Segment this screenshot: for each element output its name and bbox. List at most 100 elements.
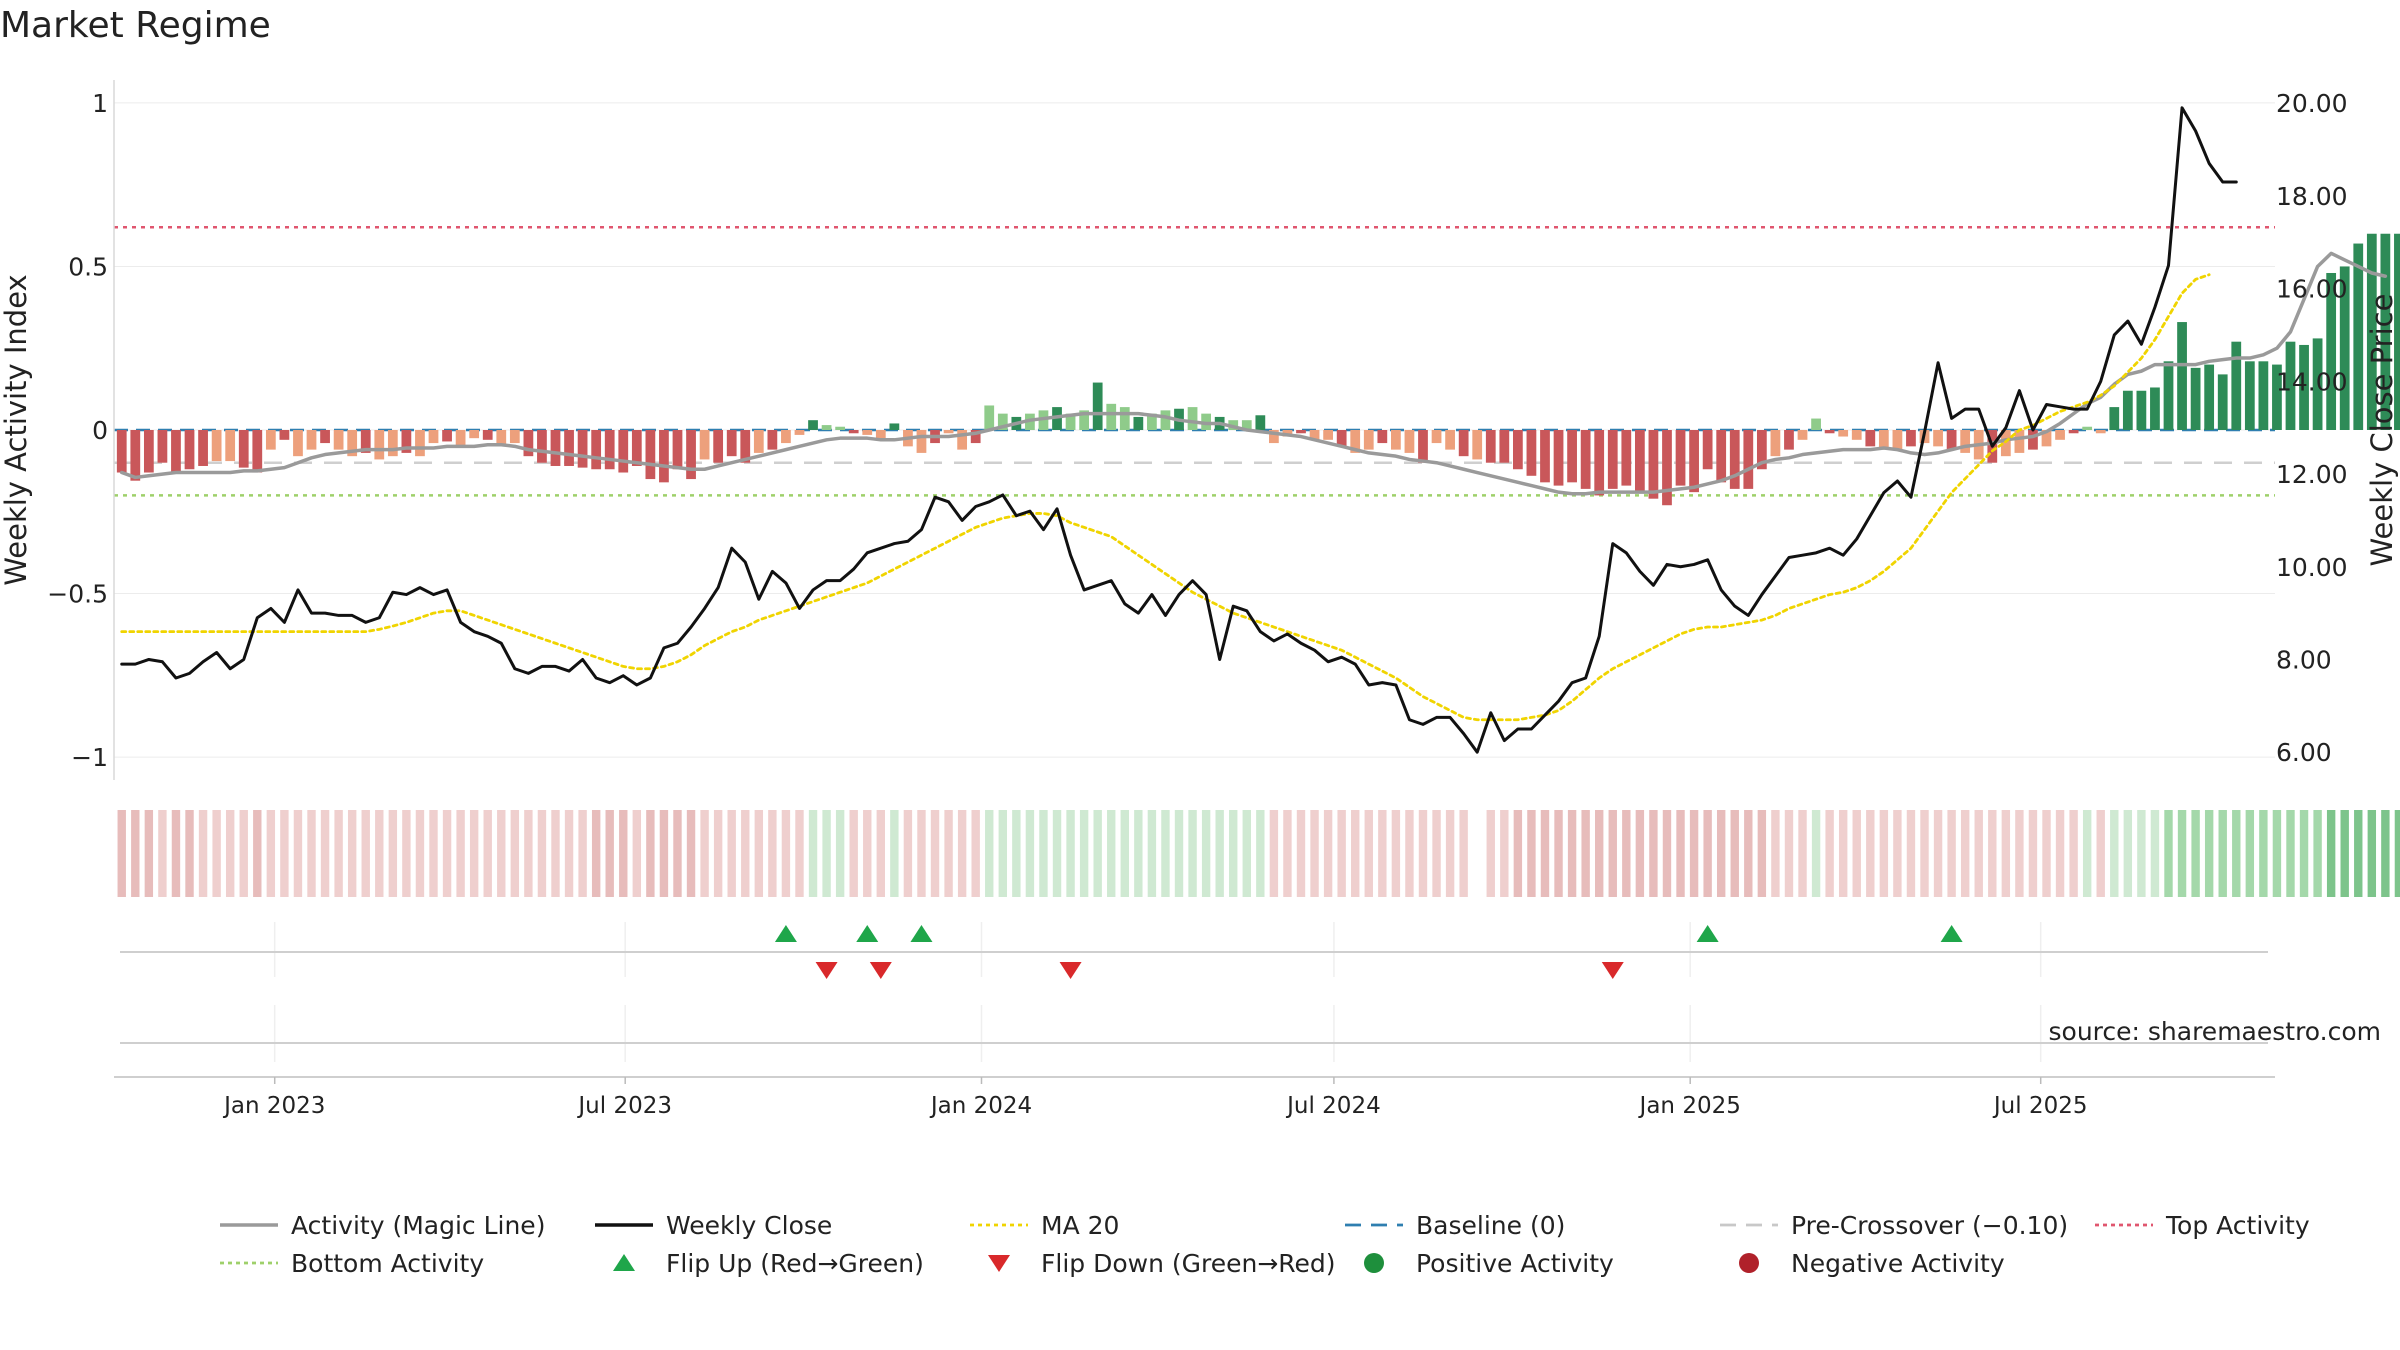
legend-item: Flip Up (Red→Green) xyxy=(613,1249,924,1278)
regime-cell xyxy=(1866,810,1875,897)
activity-bar xyxy=(1607,430,1618,489)
activity-bar xyxy=(2014,430,2025,453)
activity-bar xyxy=(631,430,642,466)
activity-bar xyxy=(1540,430,1550,483)
regime-cell xyxy=(1716,810,1726,897)
regime-cell xyxy=(2110,810,2119,897)
activity-bar xyxy=(1675,430,1686,486)
activity-bar xyxy=(171,430,181,473)
regime-cell xyxy=(1161,810,1170,897)
regime-cell xyxy=(1960,810,1970,897)
regime-cell xyxy=(1730,810,1739,897)
activity-bar xyxy=(1756,430,1767,470)
regime-cell xyxy=(2259,810,2268,897)
activity-bar xyxy=(374,430,385,460)
activity-bar xyxy=(767,430,778,450)
regime-cell xyxy=(1066,810,1075,897)
legend-label: Bottom Activity xyxy=(291,1249,484,1278)
regime-cell xyxy=(1527,810,1536,897)
activity-bar xyxy=(469,430,480,439)
regime-cell xyxy=(266,810,276,897)
regime-cell xyxy=(1039,810,1048,897)
legend-item: Weekly Close xyxy=(595,1211,832,1240)
activity-bar xyxy=(2190,367,2201,430)
regime-cell xyxy=(2082,810,2092,897)
regime-cell xyxy=(2381,810,2390,897)
activity-bar xyxy=(157,430,168,463)
regime-cell xyxy=(253,810,262,897)
legend-label: MA 20 xyxy=(1041,1211,1119,1240)
regime-cell xyxy=(2001,810,2011,897)
regime-cell xyxy=(1622,810,1631,897)
activity-bar xyxy=(564,430,574,466)
activity-bar xyxy=(2244,361,2255,430)
regime-cell xyxy=(2028,810,2038,897)
regime-cell xyxy=(117,810,126,897)
left-tick-label: 1 xyxy=(92,89,108,118)
activity-bar xyxy=(1892,430,1903,450)
regime-cell xyxy=(347,810,357,897)
activity-bar xyxy=(482,430,493,440)
activity-bar xyxy=(1458,430,1469,457)
regime-cell xyxy=(1581,810,1590,897)
regime-cell xyxy=(2123,810,2133,897)
legend-label: Top Activity xyxy=(2165,1211,2310,1240)
flip-up-marker xyxy=(910,925,933,942)
regime-cell xyxy=(144,810,154,897)
right-tick-label: 20.00 xyxy=(2276,89,2348,118)
activity-bar xyxy=(2339,266,2350,430)
ma20-line xyxy=(120,273,2211,722)
reference-lines xyxy=(114,225,2275,497)
activity-bar xyxy=(2163,361,2174,430)
regime-cell xyxy=(1635,810,1645,897)
activity-bar xyxy=(2136,390,2147,430)
activity-bar xyxy=(415,430,425,457)
regime-cell xyxy=(1798,810,1807,897)
regime-cell xyxy=(957,810,967,897)
regime-cell xyxy=(1649,810,1658,897)
activity-bar xyxy=(360,430,371,453)
regime-cell xyxy=(415,810,425,897)
activity-bar xyxy=(2177,322,2187,430)
regime-cell xyxy=(1052,810,1062,897)
activity-bar xyxy=(1526,430,1537,476)
regime-cell xyxy=(944,810,953,897)
regime-cell xyxy=(673,810,682,897)
activity-bar xyxy=(2285,341,2296,430)
regime-cell xyxy=(1947,810,1956,897)
activity-bar xyxy=(1743,430,1754,489)
legend-item: Activity (Magic Line) xyxy=(220,1211,545,1240)
legend-label: Activity (Magic Line) xyxy=(291,1211,545,1240)
activity-bar xyxy=(523,430,534,457)
activity-bar xyxy=(1418,430,1428,463)
activity-bar xyxy=(1594,430,1605,496)
regime-cell xyxy=(1107,810,1116,897)
activity-bar xyxy=(1133,416,1144,430)
activity-bar xyxy=(2150,387,2160,430)
flip-markers xyxy=(120,925,2268,1044)
right-tick-label: 12.00 xyxy=(2276,460,2348,489)
regime-cell xyxy=(469,810,479,897)
legend-item: Negative Activity xyxy=(1739,1249,2005,1278)
regime-cell xyxy=(2354,810,2363,897)
regime-cell xyxy=(402,810,411,897)
chart-title: Market Regime xyxy=(0,5,271,46)
regime-cell xyxy=(524,810,533,897)
activity-bar xyxy=(997,413,1008,430)
regime-cell xyxy=(659,810,669,897)
activity-bar xyxy=(1553,430,1564,486)
activity-bar xyxy=(238,430,249,468)
activity-bar xyxy=(970,430,981,444)
regime-cell xyxy=(1595,810,1604,897)
regime-cell xyxy=(551,810,560,897)
activity-bar xyxy=(116,430,127,473)
regime-cell xyxy=(1134,810,1143,897)
legend-item: Bottom Activity xyxy=(220,1249,484,1278)
regime-cell xyxy=(2232,810,2241,897)
activity-bar xyxy=(1865,430,1876,447)
regime-cell xyxy=(1283,810,1292,897)
regime-cell xyxy=(375,810,384,897)
regime-cell xyxy=(2015,810,2024,897)
x-tick-label: Jul 2024 xyxy=(1285,1093,1381,1119)
